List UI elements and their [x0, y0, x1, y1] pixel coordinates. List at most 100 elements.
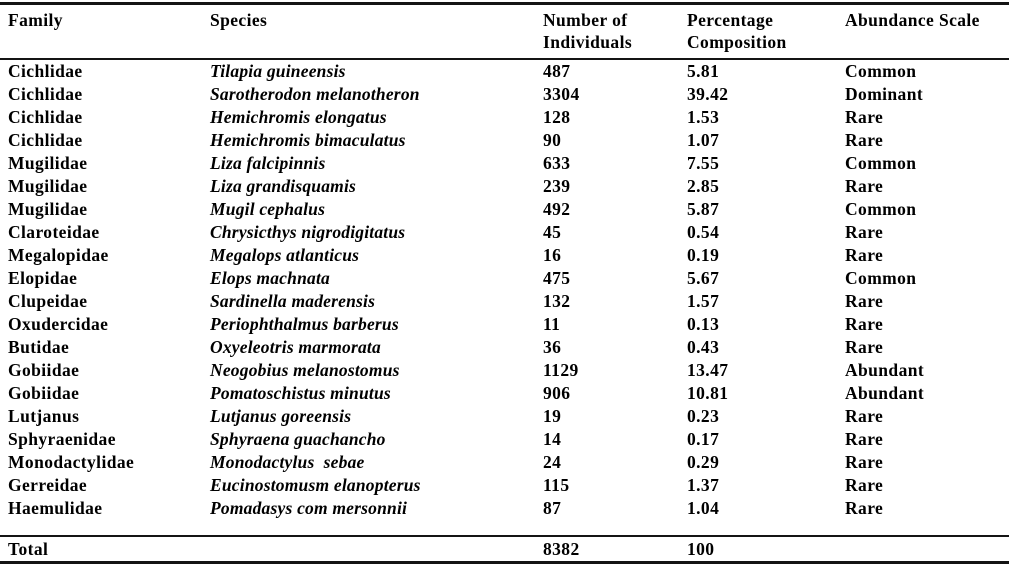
percentage-cell: 2.85 — [687, 176, 720, 196]
family-cell: Mugilidae — [8, 199, 88, 219]
abundance-cell: Rare — [845, 130, 884, 150]
total-row: Total 8382 100 — [0, 535, 1009, 564]
individuals-cell: 115 — [543, 475, 570, 495]
species-cell: Sphyraena guachancho — [210, 429, 386, 449]
species-cell: Hemichromis bimaculatus — [210, 130, 406, 150]
abundance-cell: Rare — [845, 452, 884, 472]
percentage-cell: 1.57 — [687, 291, 720, 311]
table-row: Butidae Oxyeleotris marmorata 36 0.43 Ra… — [0, 336, 1009, 359]
table-row: Mugilidae Liza falcipinnis 633 7.55 Comm… — [0, 152, 1009, 175]
abundance-cell: Rare — [845, 337, 884, 357]
abundance-cell: Common — [845, 153, 917, 173]
abundance-cell: Common — [845, 268, 917, 288]
species-cell: Chrysicthys nigrodigitatus — [210, 222, 406, 242]
total-percentage: 100 — [681, 535, 839, 564]
family-cell: Gobiidae — [8, 383, 80, 403]
individuals-cell: 132 — [543, 291, 571, 311]
percentage-cell: 0.43 — [687, 337, 720, 357]
table-row: Elopidae Elops machnata 475 5.67 Common — [0, 267, 1009, 290]
percentage-cell: 1.07 — [687, 130, 720, 150]
family-cell: Mugilidae — [8, 153, 88, 173]
family-cell: Cichlidae — [8, 107, 83, 127]
table-row: Gobiidae Pomatoschistus minutus 906 10.8… — [0, 382, 1009, 405]
species-cell: Eucinostomusm elanopterus — [210, 475, 421, 495]
abundance-cell: Rare — [845, 245, 884, 265]
individuals-cell: 36 — [543, 337, 562, 357]
abundance-cell: Rare — [845, 222, 884, 242]
family-cell: Cichlidae — [8, 61, 83, 81]
table-row: Lutjanus Lutjanus goreensis 19 0.23 Rare — [0, 405, 1009, 428]
family-cell: Sphyraenidae — [8, 429, 116, 449]
percentage-cell: 0.54 — [687, 222, 720, 242]
abundance-cell: Rare — [845, 429, 884, 449]
spacer-row — [0, 520, 1009, 536]
percentage-cell: 13.47 — [687, 360, 729, 380]
individuals-cell: 90 — [543, 130, 562, 150]
individuals-cell: 16 — [543, 245, 562, 265]
table-row: Gobiidae Neogobius melanostomus 1129 13.… — [0, 359, 1009, 382]
table-row: Cichlidae Hemichromis bimaculatus 90 1.0… — [0, 129, 1009, 152]
table-row: Clupeidae Sardinella maderensis 132 1.57… — [0, 290, 1009, 313]
abundance-cell: Rare — [845, 475, 884, 495]
abundance-cell: Rare — [845, 498, 884, 518]
individuals-cell: 475 — [543, 268, 571, 288]
percentage-cell: 0.23 — [687, 406, 720, 426]
abundance-cell: Rare — [845, 107, 884, 127]
family-cell: Butidae — [8, 337, 70, 357]
species-cell: Pomatoschistus minutus — [210, 383, 391, 403]
species-cell: Monodactylus sebae — [210, 452, 365, 472]
header-row: Family Species Number of Individuals Per… — [0, 3, 1009, 60]
individuals-cell: 906 — [543, 383, 571, 403]
abundance-cell: Abundant — [845, 383, 925, 403]
individuals-cell: 11 — [543, 314, 561, 334]
percentage-cell: 0.19 — [687, 245, 720, 265]
individuals-column-header: Number of Individuals — [537, 3, 681, 60]
total-label: Total — [0, 535, 204, 564]
percentage-cell: 5.81 — [687, 61, 720, 81]
species-cell: Tilapia guineensis — [210, 61, 346, 81]
percentage-cell: 5.67 — [687, 268, 720, 288]
species-cell: Neogobius melanostomus — [210, 360, 400, 380]
table-row: Haemulidae Pomadasys com mersonnii 87 1.… — [0, 497, 1009, 520]
species-cell: Pomadasys com mersonnii — [210, 498, 408, 518]
family-cell: Mugilidae — [8, 176, 88, 196]
individuals-cell: 19 — [543, 406, 562, 426]
individuals-cell: 3304 — [543, 84, 580, 104]
abundance-cell: Rare — [845, 406, 884, 426]
individuals-cell: 239 — [543, 176, 571, 196]
percentage-column-header: Percentage Composition — [681, 3, 839, 60]
spacer-cell — [0, 520, 1009, 536]
family-cell: Gerreidae — [8, 475, 88, 495]
table-row: Cichlidae Sarotherodon melanotheron 3304… — [0, 83, 1009, 106]
percentage-cell: 1.53 — [687, 107, 720, 127]
individuals-cell: 487 — [543, 61, 571, 81]
species-cell: Oxyeleotris marmorata — [210, 337, 381, 357]
abundance-cell: Rare — [845, 291, 884, 311]
species-cell: Liza grandisquamis — [210, 176, 357, 196]
table-row: Cichlidae Hemichromis elongatus 128 1.53… — [0, 106, 1009, 129]
percentage-cell: 0.29 — [687, 452, 720, 472]
species-cell: Liza falcipinnis — [210, 153, 326, 173]
table-footer: Total 8382 100 — [0, 520, 1009, 564]
percentage-cell: 0.17 — [687, 429, 720, 449]
species-cell: Lutjanus goreensis — [210, 406, 352, 426]
percentage-cell: 1.04 — [687, 498, 720, 518]
table-row: Mugilidae Liza grandisquamis 239 2.85 Ra… — [0, 175, 1009, 198]
species-cell: Hemichromis elongatus — [210, 107, 387, 127]
abundance-cell: Abundant — [845, 360, 925, 380]
family-column-header: Family — [0, 3, 204, 60]
family-cell: Elopidae — [8, 268, 78, 288]
total-abundance — [839, 535, 1009, 564]
percentage-cell: 1.37 — [687, 475, 720, 495]
percentage-cell: 10.81 — [687, 383, 729, 403]
abundance-cell: Common — [845, 199, 917, 219]
species-cell: Periophthalmus barberus — [210, 314, 399, 334]
table-row: Gerreidae Eucinostomusm elanopterus 115 … — [0, 474, 1009, 497]
species-cell: Elops machnata — [210, 268, 330, 288]
family-cell: Clupeidae — [8, 291, 88, 311]
table-row: Sphyraenidae Sphyraena guachancho 14 0.1… — [0, 428, 1009, 451]
total-individuals: 8382 — [537, 535, 681, 564]
family-cell: Megalopidae — [8, 245, 109, 265]
individuals-cell: 14 — [543, 429, 562, 449]
